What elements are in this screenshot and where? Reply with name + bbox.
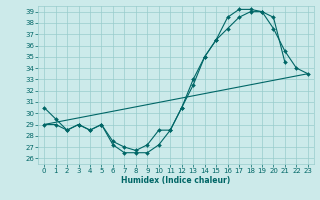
X-axis label: Humidex (Indice chaleur): Humidex (Indice chaleur) [121,176,231,185]
